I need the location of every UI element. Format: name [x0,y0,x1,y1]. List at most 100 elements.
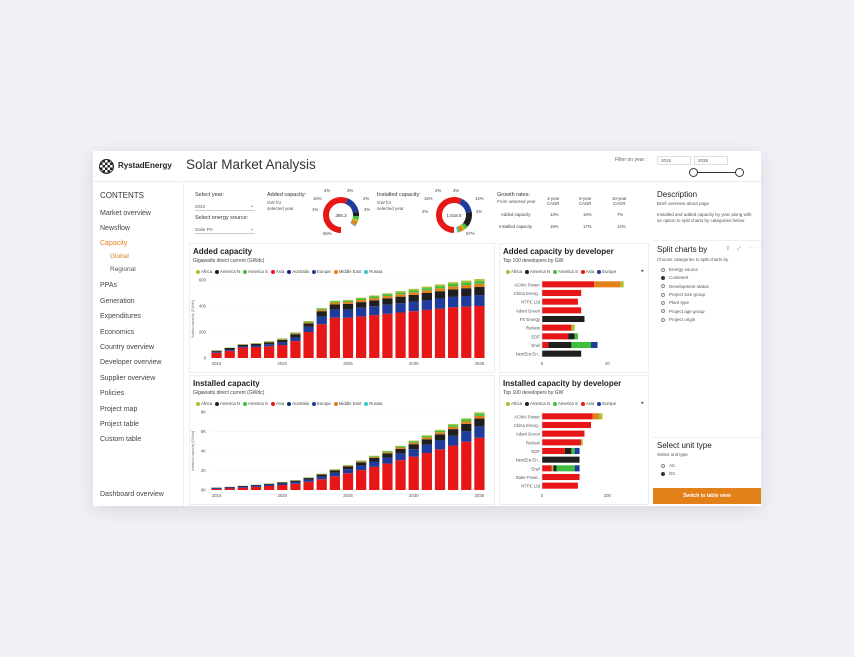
y-tick-label: 0 [204,356,207,361]
legend-item[interactable]: Europe [316,401,331,406]
nav-market-overview[interactable]: Market overview [100,210,151,217]
legend-item[interactable]: America S [558,401,578,406]
bar-segment [542,333,569,340]
legend-item[interactable]: Middle East [338,401,362,406]
split-option[interactable]: Project age group [661,309,705,314]
radio-circle[interactable] [661,276,665,281]
radio-circle[interactable] [661,301,665,305]
bar-segment [461,288,472,296]
legend-item[interactable]: Australia [292,269,309,274]
legend-item[interactable]: Russia [369,401,383,406]
radio-circle[interactable] [661,472,665,477]
split-option[interactable]: Plant type [661,300,689,305]
legend-item[interactable]: Europe [602,401,617,406]
expand-icon[interactable]: ⤢ [737,246,742,252]
split-option[interactable]: Project size group [661,292,705,297]
slider-end-handle[interactable] [735,168,744,177]
bar-segment [369,315,380,358]
chevron-down-icon: ⌄ [249,226,254,232]
bar-segment [551,465,554,472]
source-select[interactable]: Solar PV ⌄ [195,225,255,234]
legend-next-icon[interactable]: ▸ [641,400,644,406]
radio-circle[interactable] [661,309,665,314]
bar-segment [277,482,288,484]
slider-start-handle[interactable] [689,168,698,177]
nav-project-map[interactable]: Project map [100,406,138,413]
description-subtitle: Brief overview about page [657,201,710,206]
legend-item[interactable]: America S [558,269,578,274]
installed-capacity-sub: GW for selected year [377,200,404,211]
nav-newsflow[interactable]: Newsflow [100,225,130,232]
switch-to-table-button[interactable]: Switch to table view [653,488,761,504]
radio-circle[interactable] [661,267,665,272]
x-tick-label: 2025 [343,361,353,366]
bar-segment [474,287,485,296]
legend-item[interactable]: Africa [511,401,522,406]
nav-supplier-overview[interactable]: Supplier overview [100,375,156,382]
year-from-input[interactable]: 2015 [657,156,691,165]
nav-capacity-regional[interactable]: Regional [110,266,136,273]
legend-item[interactable]: Asia [585,401,595,406]
installed-pct: 4% [476,209,483,214]
radio-circle[interactable] [661,317,665,322]
legend-item[interactable]: Africa [511,269,522,274]
nav-generation[interactable]: Generation [100,298,135,305]
year-select[interactable]: 2023 ⌄ [195,202,255,211]
nav-economics[interactable]: Economics [100,329,135,336]
nav-capacity-global[interactable]: Global [110,253,129,260]
nav-country-overview[interactable]: Country overview [100,344,155,351]
bar-segment [369,298,380,301]
nav-expenditures[interactable]: Expenditures [100,313,141,320]
legend-next-icon[interactable]: ▸ [641,268,644,274]
radio-circle[interactable] [661,284,665,289]
split-option[interactable]: Energy source [661,267,698,272]
radio-circle[interactable] [661,463,665,468]
installed-pct: 3% [453,188,460,193]
bar-segment [461,282,472,286]
bar-segment [303,479,314,482]
legend-item[interactable]: Europe [602,269,617,274]
nav-project-table[interactable]: Project table [100,421,139,428]
added-by-developer-panel: Added capacity by developer Top 100 deve… [499,243,649,373]
bar-segment [421,435,432,437]
legend-item[interactable]: Asia [275,269,285,274]
bar-segment [474,279,485,282]
nav-ppas[interactable]: PPAs [100,282,117,289]
legend-item[interactable]: Russia [369,269,383,274]
legend-item[interactable]: America N [529,269,551,274]
installed-by-developer-subtitle: Top 100 developers by GW [503,390,564,396]
legend-item[interactable]: Africa [201,401,212,406]
more-options-icon[interactable]: ⋯ [749,245,754,251]
split-option[interactable]: Continent [661,275,688,280]
legend-item[interactable]: Australia [292,401,309,406]
year-range-slider[interactable] [689,168,744,177]
unit-option[interactable]: DC [661,471,676,476]
radio-label: Project age group [669,308,705,314]
bar-segment [408,449,419,457]
growth-rates-label: Growth rates: [497,192,531,198]
filter-icon[interactable]: ⊽ [726,246,730,252]
nav-developer-overview[interactable]: Developer overview [100,359,162,366]
legend-item[interactable]: Asia [275,401,285,406]
bar-segment [395,294,406,297]
installed-capacity-panel: Installed capacity Gigawatts direct curr… [189,375,495,505]
legend-item[interactable]: Africa [201,269,212,274]
legend-item[interactable]: Europe [316,269,331,274]
legend-item[interactable]: America S [248,401,268,406]
split-option[interactable]: Development status [661,284,709,289]
nav-dashboard-overview[interactable]: Dashboard overview [100,491,164,498]
legend-item[interactable]: Asia [585,269,595,274]
radio-circle[interactable] [661,292,665,297]
legend-item[interactable]: America N [529,401,551,406]
bar-segment [290,332,301,334]
legend-item[interactable]: Middle East [338,269,362,274]
nav-custom-table[interactable]: Custom table [100,436,142,443]
unit-option[interactable]: AC [661,463,675,468]
legend-item[interactable]: America N [219,401,241,406]
year-to-input[interactable]: 2035 [694,156,728,165]
legend-item[interactable]: America S [248,269,268,274]
nav-policies[interactable]: Policies [100,390,125,397]
split-option[interactable]: Project origin [661,317,695,322]
nav-capacity[interactable]: Capacity [100,240,128,247]
legend-item[interactable]: America N [219,269,241,274]
